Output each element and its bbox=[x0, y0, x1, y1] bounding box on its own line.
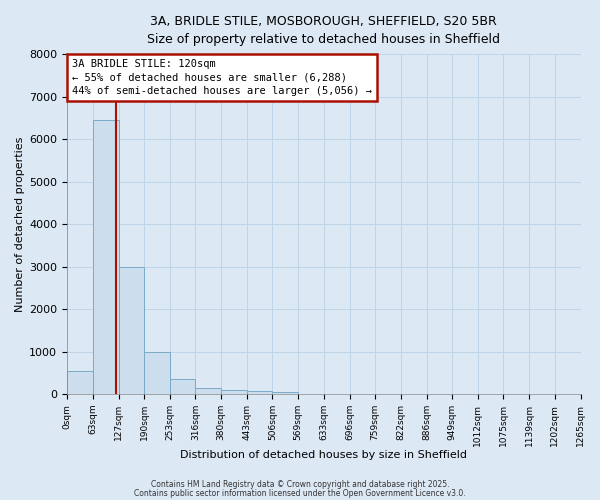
Text: Contains public sector information licensed under the Open Government Licence v3: Contains public sector information licen… bbox=[134, 489, 466, 498]
Bar bbox=[92, 120, 119, 394]
Bar bbox=[272, 392, 298, 394]
Y-axis label: Number of detached properties: Number of detached properties bbox=[15, 136, 25, 312]
Bar bbox=[119, 266, 144, 394]
Text: Contains HM Land Registry data © Crown copyright and database right 2025.: Contains HM Land Registry data © Crown c… bbox=[151, 480, 449, 489]
Bar bbox=[144, 352, 170, 394]
X-axis label: Distribution of detached houses by size in Sheffield: Distribution of detached houses by size … bbox=[180, 450, 467, 460]
Text: 3A BRIDLE STILE: 120sqm
← 55% of detached houses are smaller (6,288)
44% of semi: 3A BRIDLE STILE: 120sqm ← 55% of detache… bbox=[72, 59, 372, 96]
Bar bbox=[67, 370, 92, 394]
Bar bbox=[195, 388, 221, 394]
Bar bbox=[247, 391, 272, 394]
Bar bbox=[221, 390, 247, 394]
Title: 3A, BRIDLE STILE, MOSBOROUGH, SHEFFIELD, S20 5BR
Size of property relative to de: 3A, BRIDLE STILE, MOSBOROUGH, SHEFFIELD,… bbox=[147, 15, 500, 46]
Bar bbox=[170, 379, 195, 394]
